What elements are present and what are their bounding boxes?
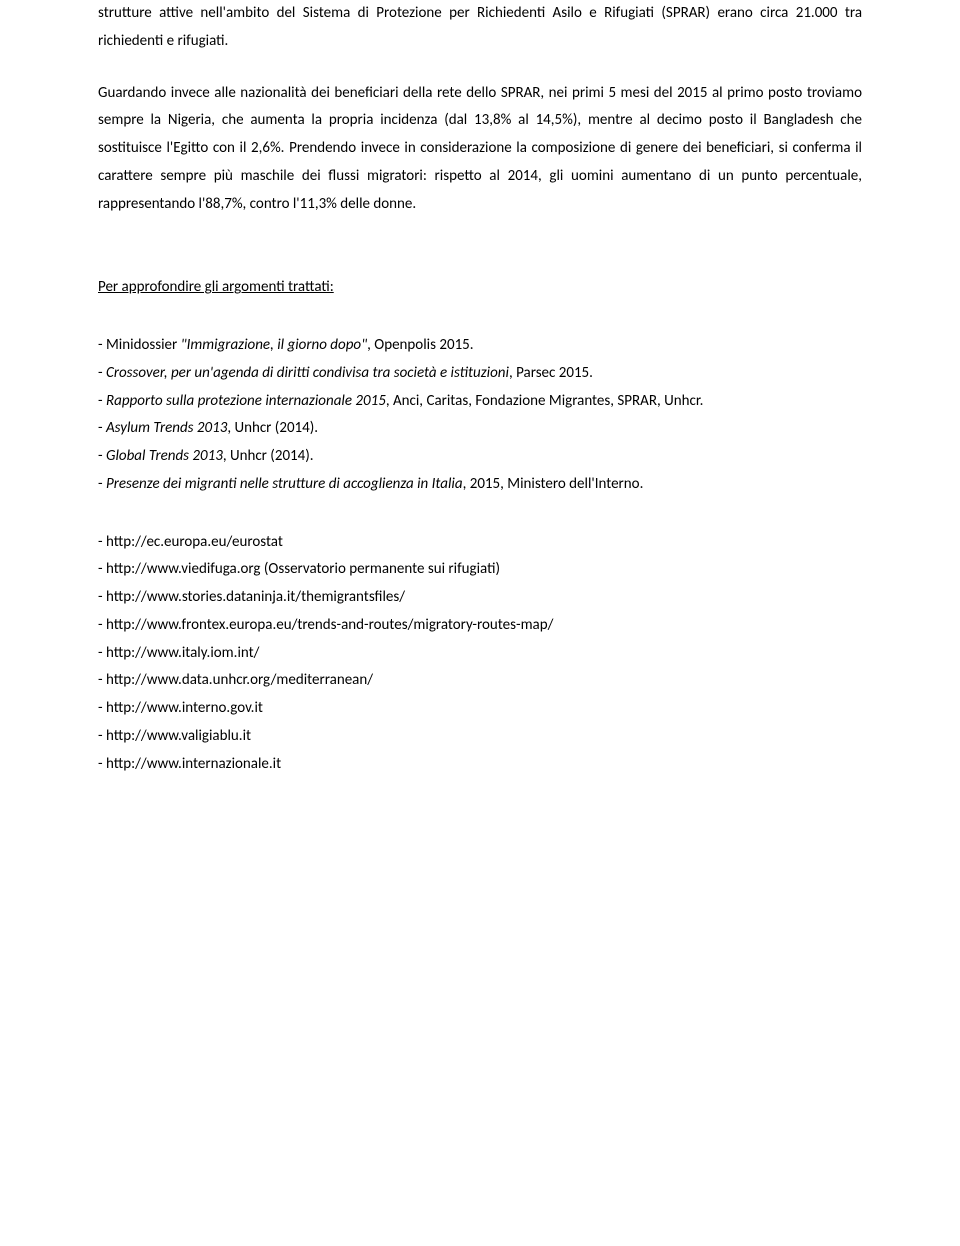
section-heading: Per approfondire gli argomenti trattati:: [98, 274, 862, 302]
url-item: - http://www.internazionale.it: [98, 751, 862, 779]
reference-prefix: -: [98, 364, 106, 382]
url-list: - http://ec.europa.eu/eurostat- http://w…: [98, 529, 862, 779]
url-item: - http://www.stories.dataninja.it/themig…: [98, 584, 862, 612]
reference-item: - Presenze dei migranti nelle strutture …: [98, 471, 862, 499]
paragraph-1: strutture attive nell'ambito del Sistema…: [98, 0, 862, 56]
reference-title: Asylum Trends 2013: [106, 419, 227, 437]
reference-title: "Immigrazione, il giorno dopo": [181, 336, 368, 354]
url-item: - http://ec.europa.eu/eurostat: [98, 529, 862, 557]
reference-prefix: - Minidossier: [98, 336, 181, 354]
url-item: - http://www.frontex.europa.eu/trends-an…: [98, 612, 862, 640]
reference-item: - Asylum Trends 2013, Unhcr (2014).: [98, 415, 862, 443]
reference-suffix: , Parsec 2015.: [509, 364, 593, 382]
reference-item: - Minidossier "Immigrazione, il giorno d…: [98, 332, 862, 360]
reference-prefix: -: [98, 419, 106, 437]
reference-title: Presenze dei migranti nelle strutture di…: [106, 475, 463, 493]
reference-suffix: , Unhcr (2014).: [227, 419, 318, 437]
url-item: - http://www.data.unhcr.org/mediterranea…: [98, 667, 862, 695]
url-item: - http://www.valigiablu.it: [98, 723, 862, 751]
reference-title: Global Trends 2013: [106, 447, 223, 465]
reference-item: - Rapporto sulla protezione internaziona…: [98, 388, 862, 416]
reference-prefix: -: [98, 392, 106, 410]
reference-prefix: -: [98, 475, 106, 493]
reference-title: Rapporto sulla protezione internazionale…: [106, 392, 386, 410]
reference-item: - Crossover, per un'agenda di diritti co…: [98, 360, 862, 388]
url-item: - http://www.interno.gov.it: [98, 695, 862, 723]
url-item: - http://www.italy.iom.int/: [98, 640, 862, 668]
reference-suffix: , 2015, Ministero dell'Interno.: [463, 475, 644, 493]
references-list: - Minidossier "Immigrazione, il giorno d…: [98, 332, 862, 499]
reference-suffix: , Unhcr (2014).: [223, 447, 314, 465]
reference-title: Crossover, per un'agenda di diritti cond…: [106, 364, 509, 382]
paragraph-2: Guardando invece alle nazionalità dei be…: [98, 80, 862, 219]
reference-suffix: , Anci, Caritas, Fondazione Migrantes, S…: [386, 392, 704, 410]
reference-suffix: , Openpolis 2015.: [367, 336, 473, 354]
reference-prefix: -: [98, 447, 106, 465]
url-item: - http://www.viedifuga.org (Osservatorio…: [98, 556, 862, 584]
reference-item: - Global Trends 2013, Unhcr (2014).: [98, 443, 862, 471]
